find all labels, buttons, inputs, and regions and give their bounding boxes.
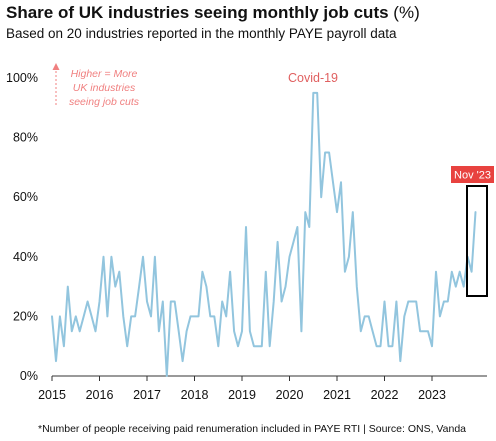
x-tick-label: 2020 bbox=[276, 388, 304, 402]
chart-title: Share of UK industries seeing monthly jo… bbox=[6, 3, 420, 22]
highlight-box bbox=[466, 185, 488, 297]
series-group bbox=[51, 91, 477, 377]
x-tick-label: 2021 bbox=[323, 388, 351, 402]
y-tick-label: 0% bbox=[20, 369, 38, 383]
annotations: Higher = More UK industries seeing job c… bbox=[52, 63, 338, 108]
higher-arrow-head bbox=[52, 63, 60, 70]
nov23-badge bbox=[451, 166, 494, 183]
higher-annotation-line-3: seeing job cuts bbox=[69, 96, 140, 108]
highlight-group: Nov '23 bbox=[451, 166, 494, 297]
x-tick-label: 2023 bbox=[418, 388, 446, 402]
y-tick-label: 100% bbox=[6, 71, 38, 85]
x-tick-label: 2022 bbox=[371, 388, 399, 402]
x-tick-label: 2015 bbox=[38, 388, 66, 402]
footnote: *Number of people receiving paid renumer… bbox=[38, 423, 467, 435]
x-tick-label: 2017 bbox=[133, 388, 161, 402]
chart-subtitle: Based on 20 industries reported in the m… bbox=[6, 26, 397, 41]
axes: 0% 20% 40% 60% 80% 100% 2015 2016 2017 2018 2019 20… bbox=[6, 71, 487, 402]
higher-annotation-line-1: Higher = More bbox=[71, 68, 138, 80]
x-tick-label: 2019 bbox=[228, 388, 256, 402]
covid-annotation: Covid-19 bbox=[288, 71, 338, 85]
x-tick-label: 2016 bbox=[86, 388, 114, 402]
series-line-0 bbox=[51, 91, 477, 377]
y-tick-label: 20% bbox=[13, 309, 38, 323]
nov23-badge-label: Nov '23 bbox=[454, 170, 491, 182]
higher-annotation-line-2: UK industries bbox=[73, 82, 136, 94]
title-unit: (%) bbox=[393, 3, 420, 22]
y-tick-label: 60% bbox=[13, 190, 38, 204]
y-tick-label: 40% bbox=[13, 250, 38, 264]
x-tick-label: 2018 bbox=[181, 388, 209, 402]
y-tick-label: 80% bbox=[13, 131, 38, 145]
